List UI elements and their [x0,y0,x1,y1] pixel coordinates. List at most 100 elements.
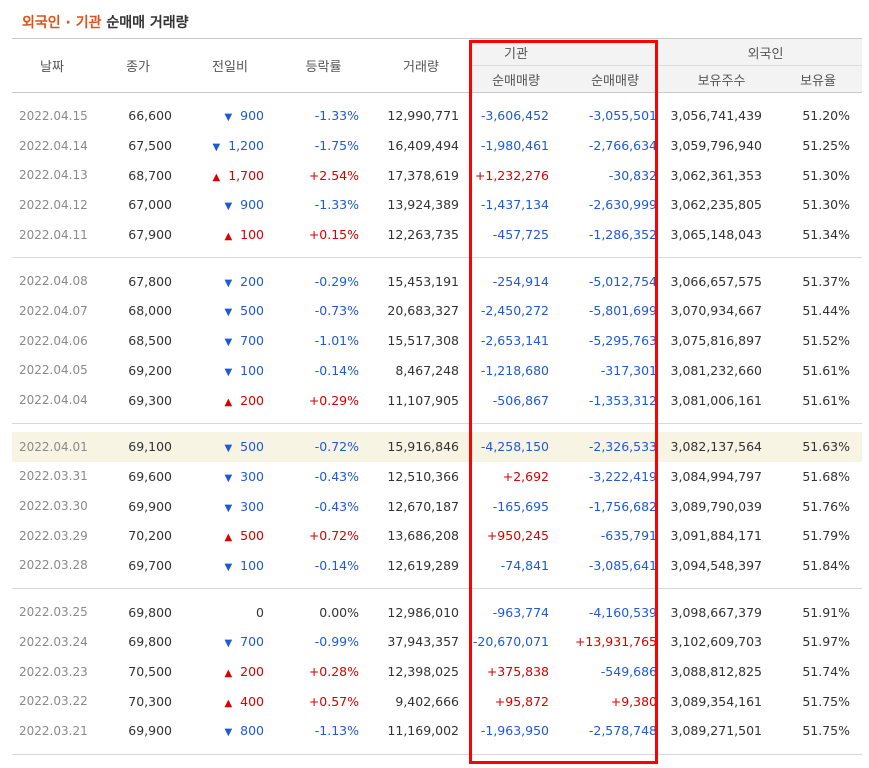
cell-foreign-net: -549,686 [600,664,657,680]
cell-change: ▲ 500 [184,521,276,551]
header-date: 날짜 [12,38,92,93]
cell-change: ▼ 500 [184,431,276,462]
cell-ratio: 51.37% [802,273,851,289]
table-row: 2022.03.31 69,600 ▼ 300 -0.43% 12,510,366 +2,6… [12,462,862,492]
cell-institution-net: -1,218,680 [480,362,549,378]
cell-ratio: 51.20% [802,108,851,124]
arrow-down-icon: ▼ [224,337,233,349]
cell-change: 0 [184,597,276,627]
cell-foreign-net: -3,222,419 [588,468,657,484]
cell-close: 69,700 [128,557,172,573]
cell-rate: +0.57% [308,693,359,709]
cell-close: 68,000 [128,303,172,319]
cell-foreign-net: +9,380 [610,693,657,709]
cell-volume: 16,409,494 [387,138,459,154]
table-row: 2022.04.11 67,900 ▲ 100 +0.15% 12,263,735 -457… [12,220,862,250]
cell-change: ▲ 400 [184,686,276,716]
change-value: 1,700 [228,167,264,183]
cell-date: 2022.03.31 [19,469,88,484]
group-spacer [12,258,862,266]
cell-volume: 9,402,666 [395,693,459,709]
header-foreign-net: 순매매량 [561,65,669,93]
cell-volume: 11,169,002 [387,723,459,739]
cell-volume: 12,398,025 [387,664,459,680]
change-value: 500 [240,439,264,455]
cell-date: 2022.04.13 [19,168,88,183]
table-row: 2022.03.28 69,700 ▼ 100 -0.14% 12,619,289 -74,… [12,551,862,581]
cell-date: 2022.04.07 [19,303,88,318]
cell-date: 2022.04.04 [19,393,88,408]
cell-change: ▲ 200 [184,657,276,687]
cell-holdings: 3,094,548,397 [670,557,762,573]
arrow-down-icon: ▼ [224,112,233,124]
change-value: 500 [240,303,264,319]
arrow-up-icon: ▲ [224,668,233,680]
cell-volume: 37,943,357 [387,634,459,650]
group-divider [12,257,863,259]
cell-volume: 20,683,327 [387,303,459,319]
arrow-down-icon: ▼ [224,277,233,289]
title-accent: 외국인 · 기관 [22,15,102,31]
cell-ratio: 51.76% [802,498,851,514]
cell-foreign-net: -2,630,999 [588,197,657,213]
cell-close: 68,700 [128,167,172,183]
cell-ratio: 51.61% [802,362,851,378]
cell-close: 67,000 [128,197,172,213]
cell-holdings: 3,070,934,667 [670,303,762,319]
cell-volume: 12,986,010 [387,604,459,620]
cell-volume: 12,510,366 [387,468,459,484]
title-rest: 순매매 거래량 [101,15,189,31]
arrow-down-icon: ▼ [224,727,233,739]
cell-ratio: 51.91% [802,604,851,620]
cell-volume: 15,453,191 [387,273,459,289]
table-row: 2022.04.06 68,500 ▼ 700 -1.01% 15,517,308 -2,6… [12,326,862,356]
cell-institution-net: +375,838 [486,664,549,680]
cell-volume: 13,686,208 [387,528,459,544]
cell-change: ▼ 300 [184,462,276,492]
cell-close: 66,600 [128,108,172,124]
cell-date: 2022.04.01 [12,431,92,462]
cell-foreign-net: -2,578,748 [588,723,657,739]
change-value: 300 [240,498,264,514]
cell-holdings: 3,102,609,703 [670,634,762,650]
cell-date: 2022.04.05 [19,363,88,378]
cell-rate: +0.72% [308,528,359,544]
cell-change: ▼ 700 [184,326,276,356]
group-spacer [12,589,862,597]
arrow-down-icon: ▼ [224,443,233,455]
arrow-down-icon: ▼ [212,142,221,154]
section-title: 외국인 · 기관 순매매 거래량 [22,12,189,32]
cell-volume: 17,378,619 [387,167,459,183]
cell-ratio: 51.79% [802,528,851,544]
cell-date: 2022.03.29 [19,528,88,543]
cell-institution-net: -20,670,071 [472,634,549,650]
arrow-down-icon: ▼ [224,201,233,213]
cell-rate: -1.13% [314,723,359,739]
cell-holdings: 3,084,994,797 [670,468,762,484]
cell-close: 69,900 [128,723,172,739]
cell-ratio: 51.68% [802,468,851,484]
cell-foreign-net: -635,791 [600,528,657,544]
cell-institution-net: -457,725 [492,227,549,243]
cell-holdings: 3,066,657,575 [670,273,762,289]
change-value: 200 [240,392,264,408]
cell-rate: +0.28% [308,664,359,680]
cell-rate: -0.29% [314,273,359,289]
arrow-down-icon: ▼ [224,472,233,484]
header-close: 종가 [92,38,184,93]
arrow-down-icon: ▼ [224,638,233,650]
cell-institution-net: -1,963,950 [480,723,549,739]
cell-change: ▲ 1,700 [184,160,276,190]
cell-foreign-net: +13,931,765 [574,634,657,650]
cell-rate: -0.43% [314,468,359,484]
cell-change: ▼ 300 [184,491,276,521]
cell-institution-net: -1,980,461 [480,138,549,154]
cell-rate: -0.14% [314,362,359,378]
arrow-up-icon: ▲ [212,171,221,183]
change-value: 300 [240,468,264,484]
cell-institution-net: -4,258,150 [471,431,561,462]
cell-volume: 11,107,905 [387,392,459,408]
cell-rate: -1.01% [314,333,359,349]
cell-ratio: 51.61% [802,392,851,408]
change-value: 100 [240,362,264,378]
